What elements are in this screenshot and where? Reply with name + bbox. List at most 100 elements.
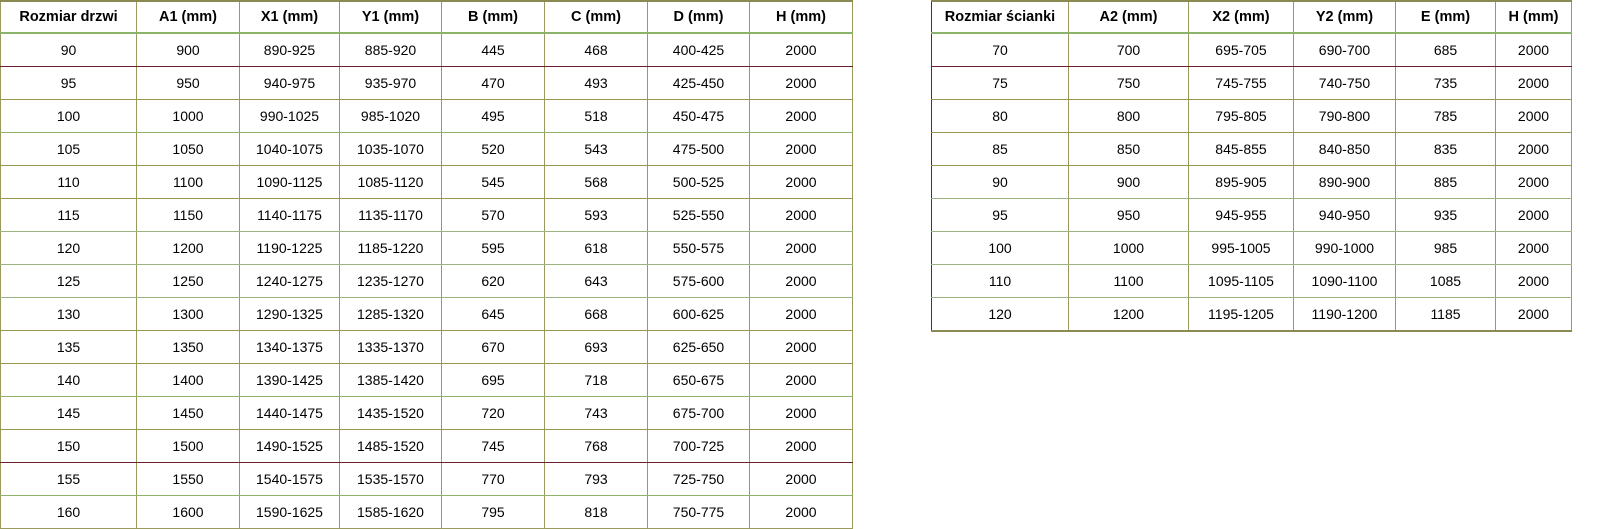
column-header-rozmiar-scianki: Rozmiar ścianki [931,0,1069,34]
table-cell: 1200 [136,231,240,265]
table-cell: 400-425 [647,32,750,67]
column-header-a1: A1 (mm) [136,0,240,34]
column-header-x1: X1 (mm) [239,0,340,34]
table-cell: 935-970 [339,66,442,100]
table-cell: 2000 [749,330,853,364]
table-cell: 675-700 [647,396,750,430]
table-cell: 1195-1205 [1188,297,1294,332]
table-cell: 543 [544,132,648,166]
table-cell: 2000 [749,231,853,265]
table-row: 160 1600 1590-1625 1585-1620 795 818 750-775 20… [0,495,853,529]
table-cell: 945-955 [1188,198,1294,232]
table-cell: 593 [544,198,648,232]
walls-dimension-table: Rozmiar ścianki A2 (mm) X2 (mm) Y2 (mm) … [931,0,1572,332]
table-cell: 2000 [1495,132,1572,166]
table-cell: 110 [931,264,1069,298]
table-cell: 985-1020 [339,99,442,133]
table-cell: 1335-1370 [339,330,442,364]
table-cell: 2000 [1495,66,1572,100]
table-row: 100 1000 995-1005 990-1000 985 2000 [931,231,1572,265]
table-cell: 835 [1395,132,1496,166]
table-cell: 1190-1200 [1293,297,1396,332]
table-cell: 450-475 [647,99,750,133]
table-cell: 1085 [1395,264,1496,298]
table-cell: 690-700 [1293,32,1396,67]
table-cell: 950 [136,66,240,100]
table-cell: 885 [1395,165,1496,199]
table-cell: 1050 [136,132,240,166]
table-cell: 693 [544,330,648,364]
table-cell: 795 [441,495,545,529]
table-cell: 105 [0,132,137,166]
table-cell: 2000 [749,429,853,463]
table-cell: 795-805 [1188,99,1294,133]
table-row: 85 850 845-855 840-850 835 2000 [931,132,1572,166]
table-cell: 885-920 [339,32,442,67]
table-row: 90 900 895-905 890-900 885 2000 [931,165,1572,199]
table-cell: 100 [931,231,1069,265]
table-cell: 110 [0,165,137,199]
table-cell: 740-750 [1293,66,1396,100]
table-cell: 493 [544,66,648,100]
table-cell: 1040-1075 [239,132,340,166]
table-cell: 600-625 [647,297,750,331]
table-cell: 1340-1375 [239,330,340,364]
table-cell: 568 [544,165,648,199]
table-cell: 625-650 [647,330,750,364]
table-cell: 80 [931,99,1069,133]
table-cell: 495 [441,99,545,133]
table-cell: 75 [931,66,1069,100]
table-cell: 1100 [1068,264,1189,298]
table-row: 130 1300 1290-1325 1285-1320 645 668 600-625 20… [0,297,853,331]
table-cell: 155 [0,462,137,496]
table-row: 95 950 940-975 935-970 470 493 425-450 2000 [0,66,853,100]
table-cell: 575-600 [647,264,750,298]
table-cell: 1240-1275 [239,264,340,298]
table-cell: 1190-1225 [239,231,340,265]
table-cell: 140 [0,363,137,397]
table-cell: 550-575 [647,231,750,265]
table-cell: 900 [1068,165,1189,199]
table-cell: 1000 [136,99,240,133]
table-cell: 735 [1395,66,1496,100]
table-row: 70 700 695-705 690-700 685 2000 [931,32,1572,67]
walls-table-container: Rozmiar ścianki A2 (mm) X2 (mm) Y2 (mm) … [931,0,1572,332]
table-cell: 2000 [749,396,853,430]
table-cell: 790-800 [1293,99,1396,133]
table-cell: 595 [441,231,545,265]
table-cell: 750-775 [647,495,750,529]
table-cell: 120 [0,231,137,265]
table-cell: 745 [441,429,545,463]
column-header-h: H (mm) [749,0,853,34]
column-header-y2: Y2 (mm) [1293,0,1396,34]
table-row: 95 950 945-955 940-950 935 2000 [931,198,1572,232]
table-cell: 890-925 [239,32,340,67]
table-cell: 2000 [749,264,853,298]
table-row: 100 1000 990-1025 985-1020 495 518 450-475 2000 [0,99,853,133]
table-cell: 70 [931,32,1069,67]
table-row: 155 1550 1540-1575 1535-1570 770 793 725-750 20… [0,462,853,496]
table-cell: 1085-1120 [339,165,442,199]
table-cell: 1485-1520 [339,429,442,463]
table-cell: 718 [544,363,648,397]
table-cell: 1285-1320 [339,297,442,331]
table-cell: 818 [544,495,648,529]
table-cell: 120 [931,297,1069,332]
table-cell: 2000 [749,297,853,331]
table-cell: 95 [931,198,1069,232]
doors-table-body: 90 900 890-925 885-920 445 468 400-425 2000 95 95… [0,32,853,529]
column-header-x2: X2 (mm) [1188,0,1294,34]
table-cell: 750 [1068,66,1189,100]
table-cell: 1550 [136,462,240,496]
table-cell: 1390-1425 [239,363,340,397]
table-cell: 160 [0,495,137,529]
table-cell: 115 [0,198,137,232]
table-cell: 2000 [1495,32,1572,67]
table-cell: 620 [441,264,545,298]
table-row: 75 750 745-755 740-750 735 2000 [931,66,1572,100]
table-cell: 2000 [749,495,853,529]
header-row: Rozmiar ścianki A2 (mm) X2 (mm) Y2 (mm) … [931,0,1572,34]
table-cell: 720 [441,396,545,430]
doors-dimension-table: Rozmiar drzwi A1 (mm) X1 (mm) Y1 (mm) B … [0,0,853,529]
table-cell: 1385-1420 [339,363,442,397]
